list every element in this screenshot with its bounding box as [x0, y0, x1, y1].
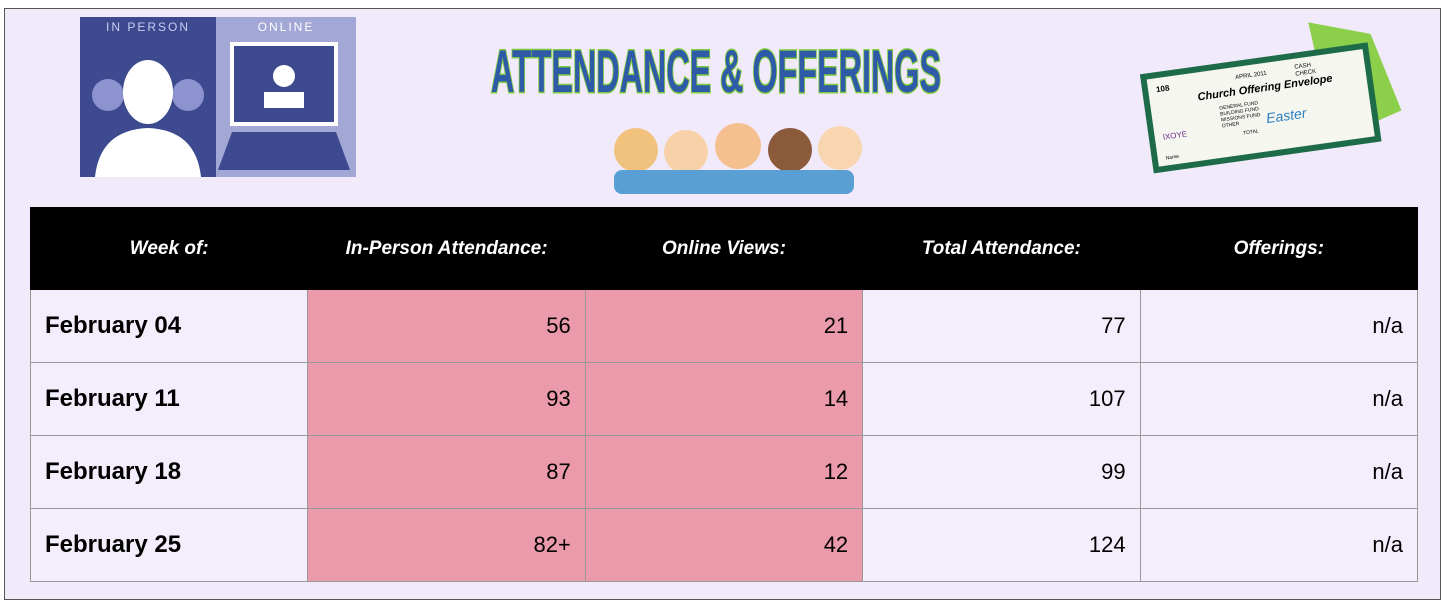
row-label: February 25: [29, 508, 309, 582]
cell: 87: [307, 435, 586, 509]
cell: n/a: [1139, 508, 1419, 582]
column-header: Online Views:: [584, 207, 864, 290]
cell: 77: [862, 289, 1141, 363]
title: ATTENDANCE & OFFERINGS: [491, 38, 941, 105]
cell: n/a: [1139, 289, 1419, 363]
table-row: February 18 87 12 99 n/a: [29, 435, 1419, 509]
cell: 12: [584, 435, 864, 509]
envelope-icon: 108 APRIL 2011 CASH CHECK Church Offerin…: [1139, 22, 1402, 174]
envelope-text: GENERAL FUND: [1219, 100, 1259, 111]
header: IN PERSON ONLINE ATTENDANCE & OFFERINGS …: [80, 17, 1402, 194]
envelope-text: Easter: [1265, 104, 1309, 126]
row-label: February 04: [29, 289, 309, 363]
cell: 56: [307, 289, 586, 363]
table-row: February 04 56 21 77 n/a: [29, 289, 1419, 363]
cell: 124: [862, 508, 1141, 582]
cell: n/a: [1139, 435, 1419, 509]
envelope-text: MISSIONS FUND: [1221, 112, 1262, 124]
cell: 42: [584, 508, 864, 582]
cell: 21: [584, 289, 864, 363]
attendance-icon: IN PERSON ONLINE: [80, 17, 356, 177]
envelope-text: IXOYE: [1162, 129, 1187, 141]
icon-label: ONLINE: [258, 20, 315, 34]
cell: 107: [862, 362, 1141, 436]
table-row: February 25 82+ 42 124 n/a: [29, 508, 1419, 582]
envelope-text: APRIL 2011: [1235, 71, 1268, 81]
envelope-text: CHECK: [1295, 69, 1317, 78]
row-label: February 11: [29, 362, 309, 436]
cell: 99: [862, 435, 1141, 509]
column-header: In-Person Attendance:: [307, 207, 586, 290]
column-header: Offerings:: [1139, 207, 1419, 290]
cell: 14: [584, 362, 864, 436]
cell: 82+: [307, 508, 586, 582]
title-banner: ATTENDANCE & OFFERINGS: [490, 37, 943, 194]
row-label: February 18: [29, 435, 309, 509]
envelope-text: Name: [1165, 154, 1179, 162]
envelope-text: OTHER: [1222, 121, 1241, 129]
cell: n/a: [1139, 362, 1419, 436]
table-row: February 11 93 14 107 n/a: [29, 362, 1419, 436]
cell: 93: [307, 362, 586, 436]
envelope-text: 108: [1156, 83, 1171, 94]
attendance-table: Week of: In-Person Attendance: Online View…: [29, 207, 1419, 582]
envelope-text: BUILDING FUND: [1220, 106, 1260, 117]
envelope-text: TOTAL: [1243, 128, 1260, 136]
icon-label: IN PERSON: [106, 20, 190, 34]
envelope-text: CASH: [1294, 63, 1311, 71]
column-header: Total Attendance:: [862, 207, 1141, 290]
column-header: Week of:: [29, 207, 309, 290]
